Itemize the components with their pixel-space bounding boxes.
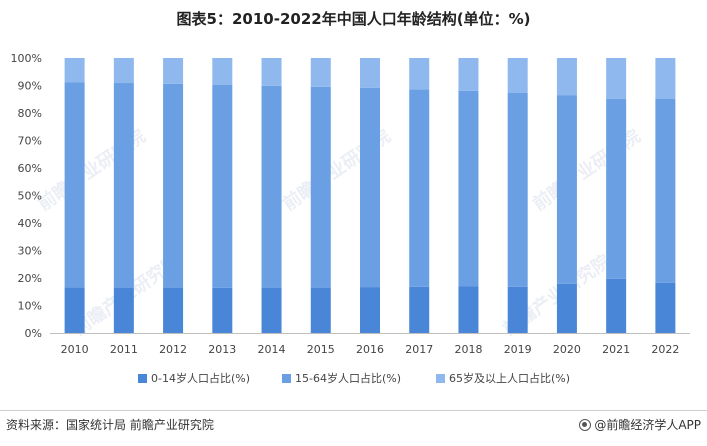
legend-label: 0-14岁人口占比(%) [151,371,250,385]
watermark-text: 前瞻产业研究院 [529,125,645,215]
bar-segment-1 [655,282,676,333]
x-tick-label: 2017 [405,343,433,356]
bar-segment-1 [556,283,577,333]
y-tick-label: 60% [18,162,42,175]
x-tick-label: 2015 [307,343,335,356]
bar-segment-3 [163,58,184,84]
chart-title: 图表5：2010-2022年中国人口年龄结构(单位：%) [176,10,531,28]
footer-divider [0,410,707,411]
x-tick-label: 2013 [208,343,236,356]
bar-segment-3 [113,58,134,84]
y-tick-label: 10% [18,300,42,313]
y-tick-label: 50% [18,190,42,203]
x-tick-label: 2022 [651,343,679,356]
brand: @前瞻经济学人APP [579,416,701,433]
stacked-bar-chart: 前瞻产业研究院前瞻产业研究院前瞻产业研究院前瞻产业研究院前瞻产业研究院 0%10… [11,52,690,385]
bar-segment-2 [507,92,528,287]
y-axis: 0% 10% 20% 30% 40% 50% 60% 70% 80% 90% 100% [11,52,42,340]
bar-segment-2 [163,83,184,288]
legend-swatch [282,374,291,383]
legend: 0-14岁人口占比(%) 15-64岁人口占比(%) 65岁及以上人口占比(%) [138,371,570,385]
bar-segment-3 [360,58,380,88]
y-tick-label: 0% [25,327,42,340]
bar-segment-1 [212,287,233,333]
bar-segment-3 [655,58,676,99]
x-tick-label: 2019 [504,343,532,356]
brand-text: @前瞻经济学人APP [594,418,701,432]
bar-segment-1 [360,287,380,333]
bars-layer [64,58,676,333]
bar-segment-1 [113,287,134,333]
x-tick-label: 2020 [553,343,581,356]
bar-segment-3 [64,58,85,83]
y-tick-label: 100% [11,52,42,65]
x-tick-label: 2012 [159,343,187,356]
bar-segment-2 [409,89,430,287]
x-tick-label: 2018 [454,343,482,356]
bar-segment-2 [212,84,233,288]
circle-logo-icon [579,418,592,431]
x-tick-label: 2011 [110,343,138,356]
bar-segment-3 [212,58,233,85]
y-tick-label: 80% [18,107,42,120]
bar-segment-3 [507,58,528,93]
legend-label: 65岁及以上人口占比(%) [449,371,570,385]
y-tick-label: 70% [18,135,42,148]
y-tick-label: 30% [18,245,42,258]
bar-segment-3 [261,58,282,86]
bar-segment-2 [458,90,479,287]
bar-segment-2 [261,85,282,288]
bar-segment-2 [64,82,85,288]
bar-segment-2 [310,86,331,288]
source-text: 资料来源：国家统计局 前瞻产业研究院 [6,418,214,432]
bar-segment-3 [409,58,430,90]
x-tick-label: 2016 [356,343,384,356]
y-tick-label: 90% [18,80,42,93]
bar-segment-3 [556,58,577,96]
bar-segment-3 [458,58,479,91]
x-tick-label: 2010 [61,343,89,356]
legend-swatch [436,374,445,383]
y-tick-label: 40% [18,217,42,230]
bar-segment-1 [507,286,528,333]
bar-segment-1 [458,286,479,333]
bar-segment-1 [310,287,331,333]
bar-segment-3 [310,58,331,87]
bar-segment-2 [113,83,134,288]
bar-segment-1 [64,287,85,333]
bar-segment-3 [606,58,627,99]
x-tick-label: 2021 [602,343,630,356]
legend-label: 15-64岁人口占比(%) [295,371,401,385]
y-tick-label: 20% [18,272,42,285]
bar-segment-2 [360,87,380,288]
x-axis: 2010 2011 2012 2013 2014 2015 2016 2017 2018 2019… [50,333,690,356]
bar-segment-2 [606,98,627,279]
bar-segment-1 [606,278,627,333]
bar-segment-2 [655,98,676,283]
legend-swatch [138,374,147,383]
bar-segment-2 [556,95,577,284]
bar-segment-1 [163,287,184,333]
x-tick-label: 2014 [258,343,286,356]
bar-segment-1 [261,287,282,333]
bar-segment-1 [409,286,430,333]
